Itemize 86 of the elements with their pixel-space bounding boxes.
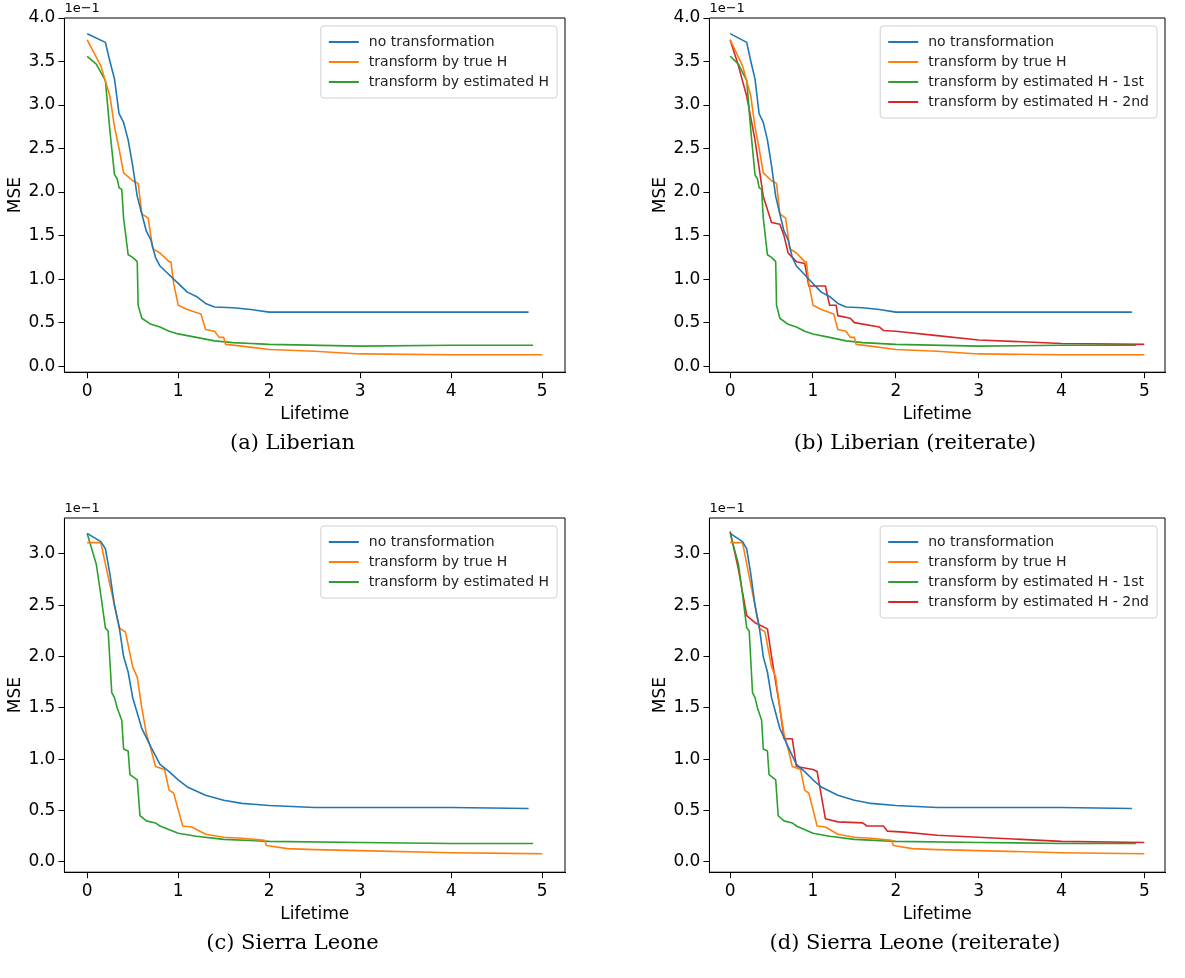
x-tick-label: 1 — [807, 879, 819, 900]
y-tick-label: 2.0 — [28, 180, 56, 201]
x-tick-label: 5 — [1138, 379, 1150, 400]
y-axis-title: MSE — [3, 677, 24, 714]
y-tick-label: 1.5 — [673, 223, 701, 244]
legend-label: transform by estimated H — [368, 72, 550, 89]
x-tick-label: 1 — [807, 379, 819, 400]
y-tick-label: 3.0 — [28, 542, 56, 563]
y-tick-label: 2.0 — [673, 180, 701, 201]
legend-label: transform by estimated H - 1st — [928, 572, 1145, 589]
y-tick-label: 0.5 — [28, 799, 56, 820]
y-tick-label: 1.0 — [28, 747, 56, 768]
x-tick-label: 4 — [445, 379, 457, 400]
text: 1e−1 — [709, 499, 745, 515]
text: (d) Sierra Leone (reiterate) — [768, 930, 1062, 954]
x-tick-label: 0 — [724, 879, 736, 900]
y-tick-label: 0.0 — [28, 354, 56, 375]
y-tick-label: 1.5 — [673, 696, 701, 717]
y-tick-label: 4.0 — [673, 6, 701, 27]
y-tick-label: 0.0 — [28, 850, 56, 871]
legend-label: transform by estimated H - 2nd — [928, 592, 1149, 609]
legend-label: no transformation — [928, 532, 1055, 549]
y-tick-label: 3.0 — [673, 542, 701, 563]
text: (c) Sierra Leone — [205, 930, 380, 954]
y-tick-label: 3.0 — [28, 93, 56, 114]
x-tick-label: 2 — [890, 379, 902, 400]
x-axis-title: Lifetime — [280, 403, 350, 424]
legend-label: transform by true H — [368, 552, 508, 569]
x-tick-label: 5 — [536, 879, 548, 900]
x-axis-title: Lifetime — [902, 403, 972, 424]
x-tick-label: 2 — [890, 879, 902, 900]
x-tick-label: 4 — [1056, 379, 1067, 400]
x-tick-label: 3 — [354, 379, 366, 400]
y-tick-label: 2.5 — [28, 136, 56, 157]
y-tick-label: 0.0 — [673, 354, 701, 375]
y-tick-label: 3.5 — [28, 49, 56, 70]
legend-label: transform by estimated H — [368, 572, 550, 589]
y-axis-title: MSE — [648, 677, 669, 714]
legend-label: transform by true H — [928, 52, 1067, 69]
x-tick-label: 4 — [445, 879, 457, 900]
y-tick-label: 0.5 — [673, 311, 701, 332]
y-tick-label: 3.0 — [673, 93, 701, 114]
x-tick-label: 2 — [263, 379, 275, 400]
x-tick-label: 3 — [354, 879, 366, 900]
text: (a) Liberian — [229, 430, 356, 454]
x-tick-label: 5 — [536, 379, 548, 400]
legend-label: transform by estimated H - 1st — [928, 72, 1145, 89]
x-axis-title: Lifetime — [280, 903, 350, 924]
legend-label: no transformation — [928, 32, 1055, 49]
text: 1e−1 — [64, 499, 100, 515]
x-tick-label: 0 — [81, 879, 93, 900]
text: 1e−1 — [709, 0, 745, 15]
y-axis-title: MSE — [3, 177, 24, 214]
x-tick-label: 0 — [81, 379, 93, 400]
legend-label: no transformation — [368, 32, 495, 49]
y-tick-label: 2.5 — [673, 136, 701, 157]
y-tick-label: 1.0 — [673, 747, 701, 768]
y-tick-label: 2.0 — [28, 645, 56, 666]
y-tick-label: 0.5 — [673, 799, 701, 820]
y-tick-label: 3.5 — [673, 49, 701, 70]
x-tick-label: 1 — [172, 879, 184, 900]
x-tick-label: 4 — [1056, 879, 1067, 900]
y-tick-label: 2.5 — [673, 593, 701, 614]
x-tick-label: 1 — [172, 379, 184, 400]
y-tick-label: 1.5 — [28, 696, 56, 717]
y-tick-label: 1.0 — [28, 267, 56, 288]
x-tick-label: 3 — [973, 379, 985, 400]
y-tick-label: 2.0 — [673, 645, 701, 666]
x-tick-label: 0 — [724, 379, 736, 400]
y-axis-title: MSE — [648, 177, 669, 214]
text: 1e−1 — [64, 0, 100, 15]
x-axis-title: Lifetime — [902, 903, 972, 924]
text: (b) Liberian (reiterate) — [792, 430, 1038, 454]
y-tick-label: 0.5 — [28, 311, 56, 332]
x-tick-label: 5 — [1138, 879, 1150, 900]
legend-label: transform by true H — [368, 52, 508, 69]
legend-label: transform by true H — [928, 552, 1067, 569]
y-tick-label: 1.0 — [673, 267, 701, 288]
x-tick-label: 2 — [263, 879, 275, 900]
y-tick-label: 4.0 — [28, 6, 56, 27]
y-tick-label: 1.5 — [28, 223, 56, 244]
legend-label: transform by estimated H - 2nd — [928, 92, 1149, 109]
y-tick-label: 0.0 — [673, 850, 701, 871]
y-tick-label: 2.5 — [28, 593, 56, 614]
legend-label: no transformation — [368, 532, 495, 549]
x-tick-label: 3 — [973, 879, 985, 900]
